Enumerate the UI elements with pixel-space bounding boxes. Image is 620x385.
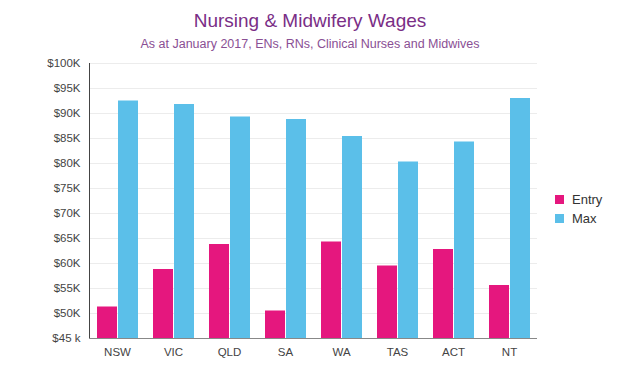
svg-text:VIC: VIC (164, 346, 183, 358)
html-text:Nursing & Midwifery Wages: Nursing & Midwifery Wages (193, 10, 427, 31)
svg-text:$95K: $95K (54, 82, 81, 94)
svg-text:$85K: $85K (54, 132, 81, 144)
svg-text:SA: SA (278, 346, 294, 358)
svg-text:$90K: $90K (54, 107, 81, 119)
svg-text:QLD: QLD (218, 346, 242, 358)
svg-text:$75K: $75K (54, 182, 81, 194)
html-text:Max: Max (572, 210, 597, 226)
svg-text:TAS: TAS (387, 346, 409, 358)
svg-text:$80K: $80K (54, 157, 81, 169)
svg-text:NSW: NSW (104, 346, 131, 358)
svg-text:WA: WA (332, 346, 350, 358)
svg-text:$70K: $70K (54, 207, 81, 219)
svg-text:$50K: $50K (54, 307, 81, 319)
svg-text:$45 k: $45 k (52, 332, 80, 344)
html-text:As at January 2017, ENs, RNs,: As at January 2017, ENs, RNs, Clinical N… (140, 37, 480, 51)
svg-text:ACT: ACT (442, 346, 465, 358)
svg-text:$60K: $60K (54, 257, 81, 269)
html-text:Entry: Entry (572, 191, 603, 207)
svg-text:$55K: $55K (54, 282, 81, 294)
svg-text:$100K: $100K (47, 57, 81, 69)
svg-text:$65K: $65K (54, 232, 81, 244)
svg-text:NT: NT (502, 346, 517, 358)
